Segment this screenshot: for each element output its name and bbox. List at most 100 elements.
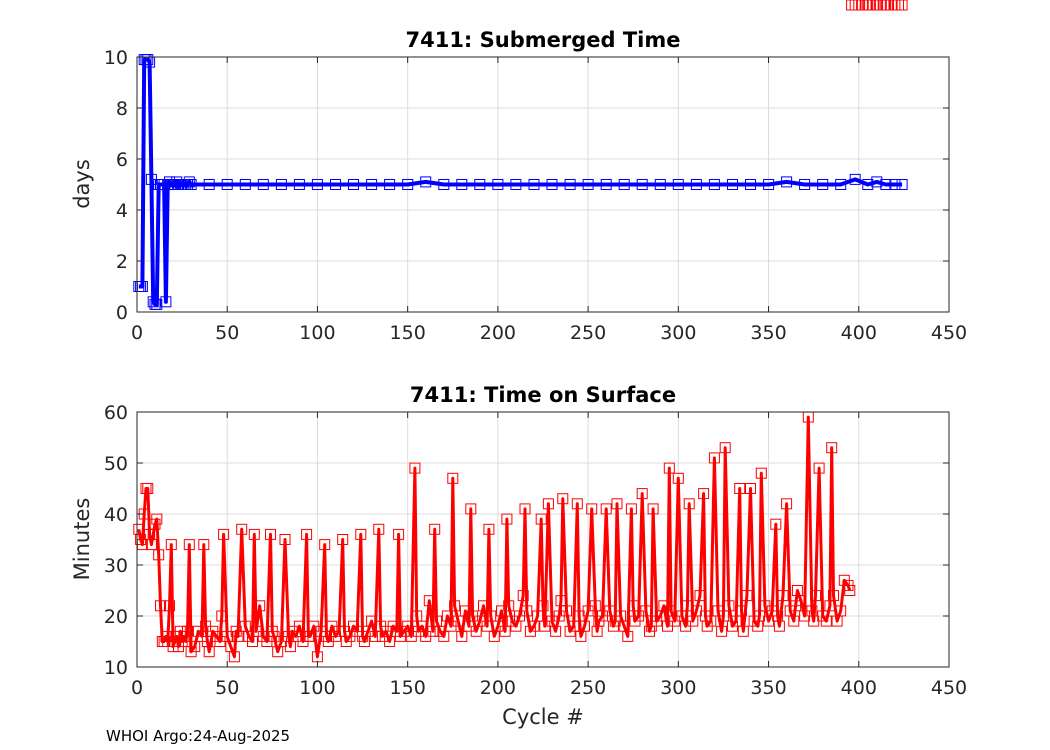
data-point-marker [561,605,572,617]
data-point-marker [770,518,782,530]
data-point-marker [799,179,811,190]
data-point-marker [474,179,486,190]
submerged-time-title: 7411: Submerged Time [405,28,680,52]
data-point-marker [254,600,266,612]
data-point-marker [741,590,753,602]
panel-surface-ticks: 0 50 100 150 200 250 300 350 400 450 10 20 30 40 50 60 [104,402,967,699]
data-point-marker [499,625,511,637]
data-point-marker [817,179,829,190]
data-point-marker [600,179,612,190]
panel-surface-axes-box [136,411,950,668]
x-tick-label: 300 [660,322,696,344]
data-point-marker [151,298,163,310]
data-point-marker [311,179,323,190]
data-point-marker [429,523,441,535]
data-point-marker [456,179,468,190]
data-point-marker [550,625,562,637]
data-point-marker [844,585,856,596]
x-tick-label: 50 [215,677,239,699]
data-point-marker [763,179,775,190]
data-point-marker [183,539,195,551]
data-point-marker [142,483,154,494]
data-point-marker [622,630,634,642]
data-point-marker [185,179,197,190]
data-point-marker [896,179,908,190]
data-point-marker [781,176,793,188]
data-point-marker [423,595,435,607]
data-point-marker [571,498,583,510]
data-point-marker [579,620,590,632]
data-point-marker [745,179,756,190]
y-tick-label: 40 [104,504,128,526]
data-point-marker [745,483,756,494]
data-point-marker [896,0,908,11]
data-point-marker [355,528,367,540]
surface-xlabel: Cycle # [502,705,584,729]
data-point-marker [690,179,702,190]
data-point-marker [492,179,504,190]
x-tick-label: 0 [131,322,143,344]
data-point-marker [189,641,201,653]
data-point-marker [301,528,313,540]
y-tick-label: 4 [116,200,128,222]
data-point-marker [810,590,821,602]
data-point-marker [546,179,558,190]
data-point-marker [889,179,901,190]
data-point-marker [409,462,421,474]
data-point-marker [228,651,240,663]
data-point-marker [683,498,695,510]
x-tick-label: 200 [480,677,516,699]
data-point-marker [795,595,807,607]
data-point-marker [257,179,269,190]
data-point-marker [705,615,717,627]
x-tick-label: 400 [841,322,877,344]
data-point-marker [521,605,533,617]
data-point-marker [849,173,861,185]
panel-submerged-time: 0 50 100 150 200 250 300 350 400 450 0 2 4 6 8 10 7411:… [70,28,967,344]
data-point-marker [871,176,883,188]
x-tick-label: 450 [931,677,967,699]
data-point-marker [183,176,195,188]
data-point-marker [564,179,576,190]
data-point-marker [600,503,612,515]
data-point-marker [465,503,477,515]
submerged-ylabel: days [70,159,94,209]
data-point-marker [734,483,746,494]
data-point-marker [640,605,652,617]
x-tick-label: 100 [299,322,335,344]
data-point-marker [248,528,260,540]
data-point-marker [438,630,450,642]
x-tick-label: 350 [750,677,786,699]
data-point-marker [582,179,594,190]
x-tick-label: 150 [390,677,426,699]
data-point-marker [293,179,305,190]
data-point-marker [155,600,166,612]
y-tick-label: 10 [104,657,128,679]
data-point-marker [777,590,789,602]
x-tick-label: 250 [570,677,606,699]
data-point-marker [788,615,800,627]
data-point-marker [719,442,731,454]
x-tick-label: 0 [131,677,143,699]
data-point-marker [672,472,684,484]
y-tick-label: 30 [104,555,128,577]
data-point-marker [672,179,684,190]
data-point-marker [366,179,378,190]
panel-time-on-surface: 0 50 100 150 200 250 300 350 400 450102030405060 … [70,0,967,729]
data-point-marker [826,442,838,454]
data-point-marker [147,296,159,308]
data-point-marker [835,179,847,190]
data-point-marker [279,534,291,545]
data-point-marker [636,488,648,500]
y-tick-label: 60 [104,402,128,424]
data-point-marker [510,179,522,190]
data-point-marker [586,503,598,515]
panel-submerged-axes-box [136,56,950,313]
data-point-marker [736,605,747,617]
data-point-marker [456,630,468,642]
y-tick-label: 8 [116,98,128,120]
y-tick-label: 0 [116,302,128,324]
data-point-marker [737,625,749,637]
data-point-marker [203,646,215,658]
